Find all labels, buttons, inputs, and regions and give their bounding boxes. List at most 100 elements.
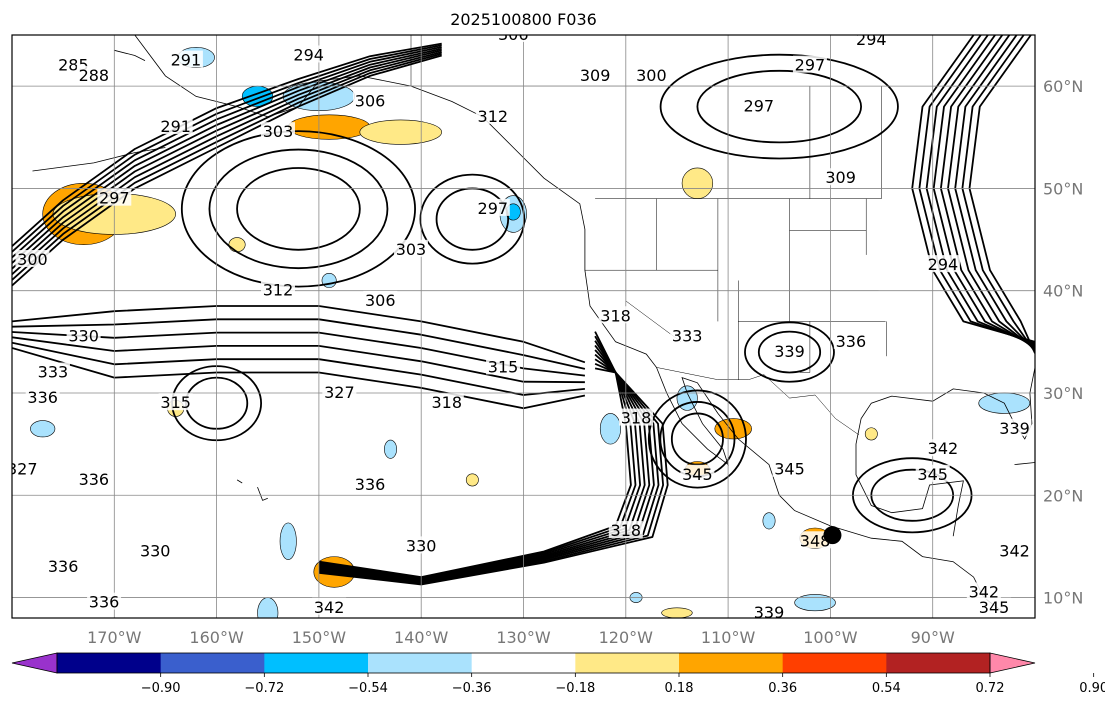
contour-label-group: 306 xyxy=(363,290,398,310)
contour-label: 297 xyxy=(478,199,509,218)
contour-label-group: 336 xyxy=(76,469,111,489)
political-border xyxy=(656,367,860,436)
contour-label-bg xyxy=(486,357,521,375)
lat-tick-label: 60°N xyxy=(1043,77,1083,96)
axis-tick-labels: 170°W 160°W 150°W 140°W 130°W 120°W 110°W 100°W… xyxy=(87,77,1083,647)
contour-label-group: 309 xyxy=(823,168,858,187)
contour-label-group: 345 xyxy=(772,459,807,479)
coastline xyxy=(1014,462,1035,465)
contour-line xyxy=(954,35,1035,352)
contour-loop xyxy=(696,69,862,144)
location-marker xyxy=(823,526,842,545)
lat-tick-label: 30°N xyxy=(1043,384,1083,403)
contour-label-group: 342 xyxy=(966,582,1001,601)
coastline xyxy=(860,367,1035,440)
contour-label-bg xyxy=(925,255,960,273)
contour-label: 291 xyxy=(160,117,191,136)
contour-label-bg xyxy=(915,464,950,482)
anomaly-patch xyxy=(599,413,621,445)
contour-label-group: 333 xyxy=(35,362,70,382)
contour-label-bg xyxy=(670,326,705,344)
contour-loop xyxy=(647,389,747,489)
contour-label-bg xyxy=(792,55,827,73)
colorbar-segment xyxy=(471,653,576,673)
anomaly-patch xyxy=(661,607,693,618)
contour-label-group: 303 xyxy=(260,122,295,141)
lat-tick-label: 10°N xyxy=(1043,589,1083,608)
contour-label: 318 xyxy=(611,521,642,540)
contour-label-group: 312 xyxy=(475,106,510,126)
contour-label: 336 xyxy=(355,475,386,494)
contour-label-bg xyxy=(752,602,787,618)
contour-label: 342 xyxy=(928,439,959,458)
contour-label: 294 xyxy=(856,30,887,49)
contour-label: 345 xyxy=(38,623,69,642)
contour-label: 342 xyxy=(314,598,345,617)
contour-label-bg xyxy=(46,556,81,574)
contour-label-bg xyxy=(25,388,60,406)
contour-label: 309 xyxy=(825,168,856,187)
contour-label-group: 297 xyxy=(475,198,510,218)
contour-label-bg xyxy=(353,475,388,493)
colorbar-tick-label: −0.36 xyxy=(452,681,492,696)
contour-label-bg xyxy=(598,306,633,324)
contour-label-group: 291 xyxy=(158,117,193,136)
contour-label-bg xyxy=(168,50,203,68)
contour-label: 303 xyxy=(263,122,294,141)
contour-label-group: 318 xyxy=(598,306,633,325)
contour-label-bg xyxy=(312,597,347,615)
contour-label-bg xyxy=(393,239,428,257)
contour-label-group: 303 xyxy=(393,239,428,259)
contour-label-bg xyxy=(634,65,669,83)
contour-label-bg xyxy=(291,45,326,63)
contour-label-group: 297 xyxy=(97,188,132,208)
lat-tick-label: 50°N xyxy=(1043,179,1083,198)
contour-loop xyxy=(208,148,389,270)
contour-label: 312 xyxy=(478,107,509,126)
colorbar-tick-label: −0.18 xyxy=(555,681,595,696)
contour-line xyxy=(911,35,1035,343)
contour-label-bg xyxy=(158,393,193,411)
contour-label-group: 336 xyxy=(833,331,868,351)
lon-tick-label: 90°W xyxy=(911,628,955,647)
contour-label-group: 342 xyxy=(925,439,960,458)
contour-label: 318 xyxy=(621,409,652,428)
contour-label-group: 297 xyxy=(792,55,827,75)
contour-label: 333 xyxy=(38,363,69,382)
contour-label-group: 330 xyxy=(404,536,439,555)
colorbar-segment xyxy=(57,653,162,673)
contour-label: 333 xyxy=(672,327,703,346)
contour-label-bg xyxy=(36,623,70,640)
contour-label-bg xyxy=(833,331,868,349)
anomaly-patch xyxy=(359,119,442,145)
contour-label: 336 xyxy=(27,388,58,407)
contour-label-bg xyxy=(475,106,510,124)
contour-label-bg xyxy=(97,188,132,206)
contour-label-group: 327 xyxy=(322,382,357,402)
contour-label-group: 288 xyxy=(76,65,111,85)
contour-label-group: 345 xyxy=(977,597,1012,617)
political-border xyxy=(799,321,811,373)
contour-label: 315 xyxy=(488,357,519,376)
contour-label-bg xyxy=(741,96,776,114)
contour-label-group: 300 xyxy=(15,250,50,269)
contour-label: 306 xyxy=(355,91,386,110)
gridline-layer xyxy=(12,35,1035,618)
contour-label: 339 xyxy=(774,342,805,361)
colorbar-tick-label: 0.36 xyxy=(768,681,797,696)
contour-label-bg xyxy=(977,597,1012,615)
contour-label-group: 318 xyxy=(619,408,654,428)
colorbar-extend-max xyxy=(989,652,1036,674)
contour-label: 327 xyxy=(324,383,355,402)
anomaly-patch xyxy=(257,597,279,618)
contour-label-bg xyxy=(578,65,613,83)
colorbar-segment xyxy=(160,653,265,673)
contour-label-bg xyxy=(76,469,111,487)
contour-label-bg xyxy=(158,117,193,135)
contour-label: 315 xyxy=(160,393,191,412)
contour-label: 318 xyxy=(432,393,463,412)
contour-label-group: 336 xyxy=(46,556,81,576)
contour-line xyxy=(968,35,1035,354)
contour-label-bg xyxy=(138,541,173,559)
contour-label-bg xyxy=(475,198,510,216)
